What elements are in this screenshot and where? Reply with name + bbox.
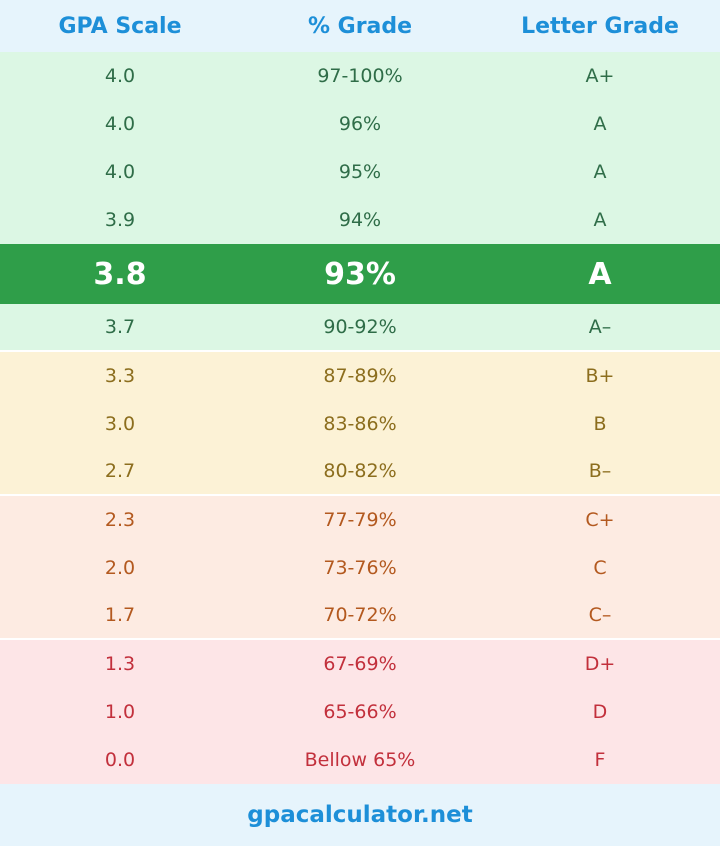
- table-cell: 3.8: [93, 256, 147, 292]
- table-cell: A: [593, 113, 607, 135]
- table-row: 2.3 77-79% C+: [0, 496, 720, 544]
- table-row: 3.8 93% A: [0, 244, 720, 304]
- table-cell: 3.3: [104, 365, 136, 387]
- table-body: 4.0 97-100% A+ 4.0 96% A 4.0 95% A 3.9 94% A 3.8 93% A…: [0, 52, 720, 784]
- table-cell: 83-86%: [323, 413, 397, 435]
- table-row: 3.0 83-86% B: [0, 400, 720, 448]
- column-header: % Grade: [307, 13, 413, 39]
- table-cell: 0.0: [104, 749, 136, 771]
- table-cell: 2.0: [104, 557, 136, 579]
- table-cell: 2.3: [104, 509, 136, 531]
- table-cell: C: [593, 557, 607, 579]
- table-cell: 3.7: [104, 316, 136, 338]
- table-cell: Bellow 65%: [304, 749, 416, 771]
- table-row: 1.0 65-66% D: [0, 688, 720, 736]
- table-cell: D+: [584, 653, 616, 675]
- table-row: 0.0 Bellow 65% F: [0, 736, 720, 784]
- table-row: 1.7 70-72% C–: [0, 592, 720, 640]
- table-cell: C+: [585, 509, 615, 531]
- table-cell: 4.0: [104, 161, 136, 183]
- table-cell: A: [588, 256, 612, 292]
- table-cell: 73-76%: [323, 557, 397, 579]
- table-cell: A: [593, 161, 607, 183]
- table-cell: 95%: [338, 161, 382, 183]
- table-row: 3.3 87-89% B+: [0, 352, 720, 400]
- table-cell: 97-100%: [317, 65, 403, 87]
- table-cell: A+: [585, 65, 615, 87]
- table-row: 4.0 96% A: [0, 100, 720, 148]
- column-header: GPA Scale: [58, 13, 182, 39]
- table-cell: B: [593, 413, 607, 435]
- table-cell: 96%: [338, 113, 382, 135]
- table-cell: 67-69%: [323, 653, 397, 675]
- table-cell: B–: [588, 460, 612, 482]
- table-cell: 4.0: [104, 65, 136, 87]
- table-cell: 80-82%: [323, 460, 397, 482]
- table-cell: B+: [585, 365, 615, 387]
- table-cell: D: [592, 701, 608, 723]
- table-cell: 3.0: [104, 413, 136, 435]
- table-cell: 65-66%: [323, 701, 397, 723]
- table-cell: 87-89%: [323, 365, 397, 387]
- table-row: 4.0 95% A: [0, 148, 720, 196]
- table-row: 3.9 94% A: [0, 196, 720, 244]
- table-header: GPA Scale % Grade Letter Grade: [0, 0, 720, 52]
- table-cell: 90-92%: [323, 316, 397, 338]
- table-row: 1.3 67-69% D+: [0, 640, 720, 688]
- table-cell: 70-72%: [323, 604, 397, 626]
- table-cell: C–: [588, 604, 612, 626]
- table-cell: 1.7: [104, 604, 136, 626]
- table-cell: 4.0: [104, 113, 136, 135]
- column-header: Letter Grade: [521, 13, 679, 39]
- table-cell: 77-79%: [323, 509, 397, 531]
- table-row: 3.7 90-92% A–: [0, 304, 720, 352]
- footer: gpacalculator.net: [0, 784, 720, 846]
- table-cell: F: [594, 749, 606, 771]
- table-cell: A–: [588, 316, 612, 338]
- table-row: 2.7 80-82% B–: [0, 448, 720, 496]
- site-name: gpacalculator.net: [247, 802, 473, 828]
- table-cell: 1.3: [104, 653, 136, 675]
- table-cell: 93%: [324, 256, 396, 292]
- table-row: 2.0 73-76% C: [0, 544, 720, 592]
- table-cell: 2.7: [104, 460, 136, 482]
- table-cell: 94%: [338, 209, 382, 231]
- table-cell: A: [593, 209, 607, 231]
- table-cell: 3.9: [104, 209, 136, 231]
- table-row: 4.0 97-100% A+: [0, 52, 720, 100]
- table-cell: 1.0: [104, 701, 136, 723]
